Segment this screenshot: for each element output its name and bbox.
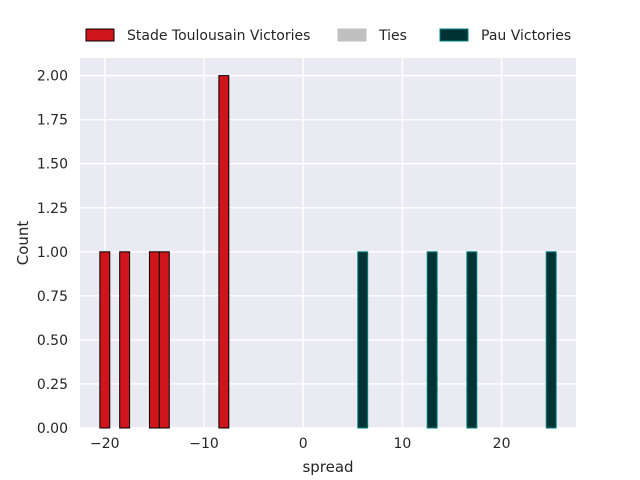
bar-series-0 <box>148 251 160 429</box>
bar-series-2 <box>545 251 557 429</box>
bar-series-0 <box>119 251 131 429</box>
x-axis-ticks: −20 −10 0 10 20 <box>90 436 510 452</box>
bar-series-0 <box>218 75 230 429</box>
y-tick-label: 2.00 <box>37 69 68 85</box>
x-tick-label: 10 <box>393 436 411 452</box>
bar-series-2 <box>357 251 369 429</box>
x-tick-label: −20 <box>90 436 120 452</box>
legend-label: Ties <box>378 28 407 44</box>
legend: Stade Toulousain Victories Ties Pau Victor… <box>85 28 571 44</box>
y-tick-label: 0.25 <box>37 377 68 393</box>
y-tick-label: 1.75 <box>37 113 68 129</box>
y-axis-label: Count <box>14 221 32 266</box>
y-tick-label: 1.00 <box>37 245 68 261</box>
legend-label: Stade Toulousain Victories <box>127 28 310 44</box>
y-tick-label: 0.75 <box>37 289 68 305</box>
y-tick-label: 1.50 <box>37 157 68 173</box>
legend-swatch <box>85 28 115 42</box>
x-tick-label: 20 <box>493 436 511 452</box>
y-tick-label: 1.25 <box>37 201 68 217</box>
bars <box>99 75 557 429</box>
bar-series-2 <box>466 251 478 429</box>
y-tick-label: 0.50 <box>37 333 68 349</box>
y-tick-label: 0.00 <box>37 421 68 437</box>
legend-swatch <box>337 28 367 42</box>
bar-series-2 <box>426 251 438 429</box>
legend-swatch <box>439 28 469 42</box>
x-tick-label: 0 <box>299 436 308 452</box>
bar-series-0 <box>99 251 111 429</box>
y-axis-ticks: 0.00 0.25 0.50 0.75 1.00 1.25 1.50 1.75 2.00 <box>37 69 68 437</box>
x-axis-label: spread <box>302 458 353 476</box>
bar-series-0 <box>158 251 170 429</box>
x-tick-label: −10 <box>189 436 219 452</box>
legend-label: Pau Victories <box>481 28 571 44</box>
